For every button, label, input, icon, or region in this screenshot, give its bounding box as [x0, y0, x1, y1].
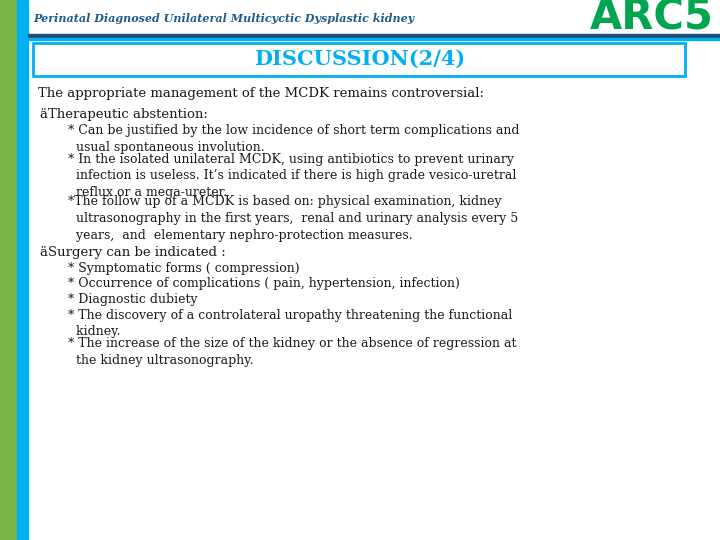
Text: * The increase of the size of the kidney or the absence of regression at
  the k: * The increase of the size of the kidney…: [68, 338, 516, 367]
Bar: [28, 34, 720, 37]
Text: * The discovery of a controlateral uropathy threatening the functional
  kidney.: * The discovery of a controlateral uropa…: [68, 308, 512, 338]
Text: *The follow up of a MCDK is based on: physical examination, kidney
  ultrasonogr: *The follow up of a MCDK is based on: ph…: [68, 195, 518, 241]
Text: äTherapeutic abstention:: äTherapeutic abstention:: [40, 108, 208, 121]
Text: Perinatal Diagnosed Unilateral Multicyctic Dysplastic kidney: Perinatal Diagnosed Unilateral Multicyct…: [33, 14, 414, 24]
Text: * Can be justified by the low incidence of short term complications and
  usual : * Can be justified by the low incidence …: [68, 124, 520, 153]
Bar: [17, 0, 28, 540]
Text: The appropriate management of the MCDK remains controversial:: The appropriate management of the MCDK r…: [38, 87, 484, 100]
Text: * Diagnostic dubiety: * Diagnostic dubiety: [68, 293, 197, 306]
Text: DISCUSSION(2/4): DISCUSSION(2/4): [254, 49, 466, 69]
Bar: [28, 0, 720, 35]
Text: äSurgery can be indicated :: äSurgery can be indicated :: [40, 246, 226, 259]
Bar: [0, 0, 17, 540]
Text: * Symptomatic forms ( compression): * Symptomatic forms ( compression): [68, 262, 300, 275]
Bar: [28, 38, 720, 40]
Text: * Occurrence of complications ( pain, hypertension, infection): * Occurrence of complications ( pain, hy…: [68, 278, 460, 291]
FancyBboxPatch shape: [33, 43, 685, 76]
Text: ARC5: ARC5: [590, 0, 714, 39]
Text: * In the isolated unilateral MCDK, using antibiotics to prevent urinary
  infect: * In the isolated unilateral MCDK, using…: [68, 153, 516, 199]
